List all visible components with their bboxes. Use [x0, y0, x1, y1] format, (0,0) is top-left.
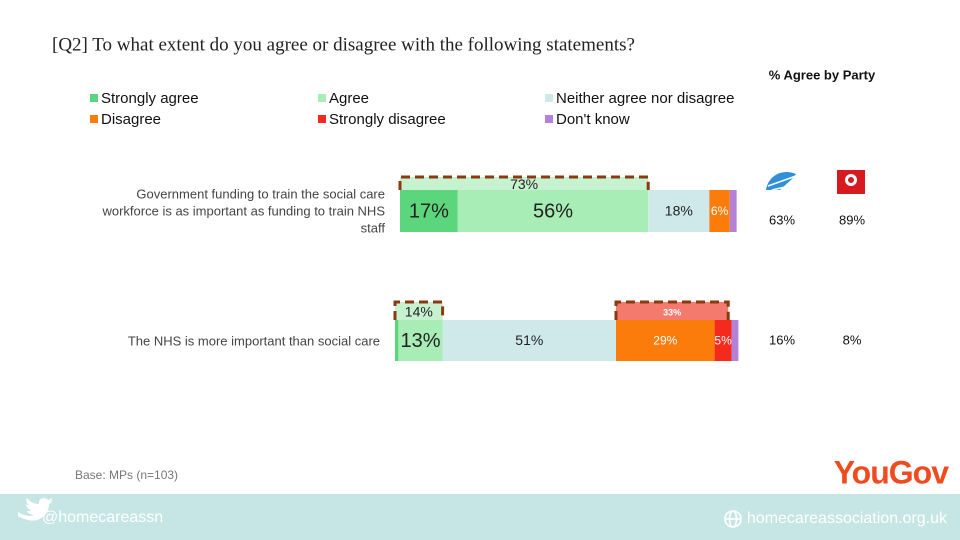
category-label: The NHS is more important than social ca…: [127, 333, 380, 348]
net-label: 73%: [510, 176, 538, 192]
party-value: 63%: [769, 212, 795, 227]
legend-swatch: [90, 115, 98, 123]
bar-segment: [714, 320, 732, 361]
chart-title: [Q2] To what extent do you agree or disa…: [52, 34, 635, 55]
bar-segment: [395, 320, 399, 361]
legend-swatch: [90, 94, 98, 102]
value-label: 18%: [665, 203, 693, 219]
value-label: 51%: [515, 332, 543, 348]
net-box: [395, 302, 443, 322]
legend-label: Strongly agree: [101, 90, 199, 107]
logo: YouGov: [834, 454, 950, 490]
value-label: 17%: [409, 200, 449, 222]
legend-label: Neither agree nor disagree: [556, 90, 734, 107]
bar-segment: [400, 190, 458, 232]
legend-label: Agree: [329, 90, 369, 107]
party-header: % Agree by Party: [769, 67, 876, 82]
value-label: 5%: [714, 334, 732, 348]
legend-swatch: [545, 94, 553, 102]
net-label: 14%: [405, 304, 433, 320]
twitter-handle: @homecareassn: [42, 509, 163, 526]
bar-segment: [731, 320, 739, 361]
net-box: [400, 177, 649, 192]
footer-band: [0, 494, 960, 540]
legend-label: Don't know: [556, 111, 630, 128]
party-value: 16%: [769, 332, 795, 347]
bar-segment: [442, 320, 616, 361]
legend-label: Strongly disagree: [329, 111, 446, 128]
net-box: [616, 302, 729, 322]
legend-swatch: [545, 115, 553, 123]
bar-segment: [616, 320, 715, 361]
bar-segment: [648, 190, 710, 232]
website: homecareassociation.org.uk: [747, 510, 948, 527]
net-box-border: [614, 300, 730, 320]
value-label: 29%: [653, 334, 677, 348]
bar-segment: [709, 190, 730, 232]
note: Base: MPs (n=103): [75, 468, 178, 482]
net-box-border: [393, 300, 445, 320]
bar-segment: [457, 190, 649, 232]
globe-icon: [724, 510, 742, 528]
bar-segment: [729, 190, 737, 232]
twitter-icon: [18, 498, 53, 521]
conservative-icon: [766, 171, 799, 191]
legend-swatch: [318, 115, 326, 123]
party-value: 89%: [839, 212, 865, 227]
labour-icon: [837, 170, 865, 194]
legend-label: Disagree: [101, 111, 161, 128]
net-box-border: [398, 175, 650, 190]
party-value: 8%: [843, 332, 862, 347]
value-label: 13%: [400, 330, 440, 352]
category-label: Government funding to train the social c…: [102, 186, 385, 236]
value-label: 6%: [711, 204, 729, 218]
net-label: 33%: [663, 307, 681, 317]
value-label: 56%: [533, 200, 573, 222]
legend-swatch: [318, 94, 326, 102]
bar-segment: [398, 320, 443, 361]
